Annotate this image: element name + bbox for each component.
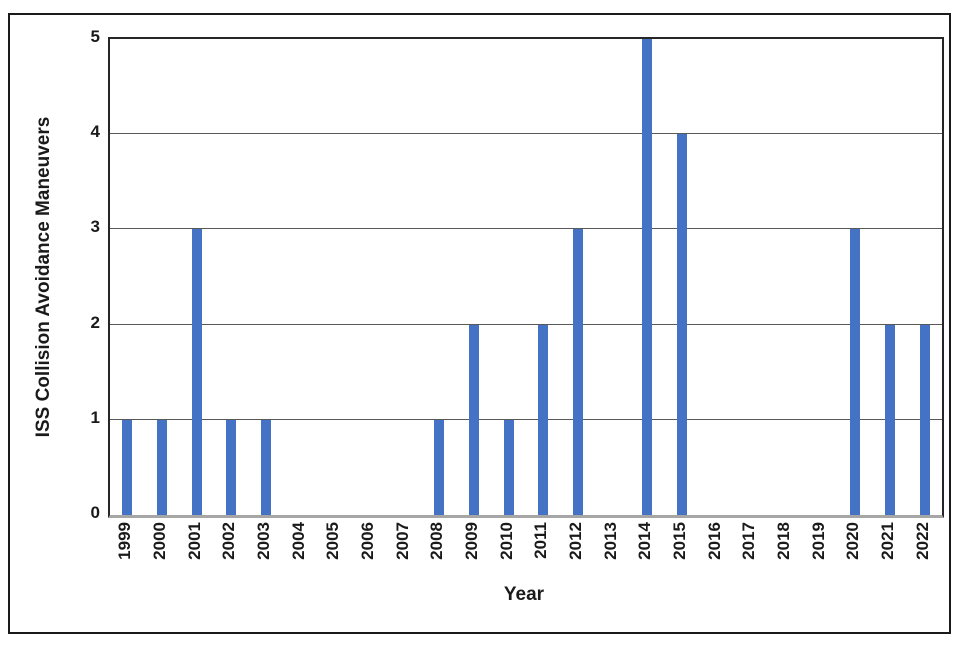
bar-2002 (226, 419, 237, 515)
y-tick-label-2: 2 (90, 312, 100, 332)
gridline-4 (110, 133, 942, 135)
x-tick-label-2013: 2013 (600, 522, 620, 560)
bar-2021 (885, 324, 895, 515)
x-tick-label-2011: 2011 (531, 522, 551, 559)
y-tick-label-1: 1 (90, 407, 100, 427)
bar-2000 (157, 419, 167, 515)
x-tick-label-2006: 2006 (358, 522, 377, 560)
x-tick-label-2002: 2002 (219, 522, 239, 560)
x-tick-label-2008: 2008 (427, 522, 447, 560)
x-tick-label-2019: 2019 (808, 522, 828, 560)
bar-2015 (677, 134, 687, 515)
x-tick-label-2018: 2018 (774, 522, 793, 560)
plot-area (108, 37, 944, 518)
x-tick-label-2022: 2022 (912, 522, 932, 560)
x-axis-tick-labels: 1999 2000 2001 2002 2003 2004 2005 2006 2007 2008… (108, 516, 940, 588)
x-tick-label-2012: 2012 (566, 522, 585, 560)
bar-2022 (919, 324, 930, 515)
y-tick-label-3: 3 (90, 217, 100, 237)
x-tick-label-2009: 2009 (462, 522, 481, 560)
y-tick-label-4: 4 (90, 122, 100, 142)
x-tick-label-2017: 2017 (739, 522, 759, 560)
x-tick-label-2005: 2005 (323, 522, 343, 560)
x-tick-label-2007: 2007 (392, 522, 412, 560)
bar-2003 (261, 419, 271, 515)
x-tick-label-2014: 2014 (635, 522, 655, 560)
bar-2020 (850, 229, 861, 515)
x-tick-label-2015: 2015 (670, 522, 689, 560)
bar-2014 (642, 39, 653, 515)
gridline-1 (110, 418, 942, 420)
x-tick-label-2020: 2020 (843, 522, 863, 560)
x-tick-label-2004: 2004 (288, 522, 308, 560)
x-axis-title: Year (503, 584, 545, 605)
gridline-2 (110, 323, 942, 325)
y-tick-label-5: 5 (90, 27, 100, 46)
x-tick-label-2003: 2003 (254, 522, 273, 560)
bar-2001 (191, 229, 202, 515)
y-axis-title: ISS Collision Avoidance Maneuvers (33, 116, 54, 438)
x-tick-label-2021: 2021 (878, 522, 897, 560)
bar-2010 (503, 419, 514, 515)
x-tick-label-2016: 2016 (704, 522, 724, 560)
x-tick-label-2000: 2000 (150, 522, 169, 560)
x-tick-label-1999: 1999 (115, 522, 135, 560)
y-tick-label-0: 0 (90, 503, 100, 522)
gridline-3 (110, 228, 942, 230)
bar-2008 (434, 419, 445, 515)
bar-2011 (538, 324, 549, 515)
y-axis-tick-labels: 0 1 2 3 4 5 (58, 27, 100, 522)
x-tick-label-2001: 2001 (184, 522, 204, 560)
bar-1999 (122, 419, 133, 515)
bar-2012 (573, 229, 583, 515)
bar-2009 (469, 324, 479, 515)
x-tick-label-2010: 2010 (496, 522, 516, 560)
